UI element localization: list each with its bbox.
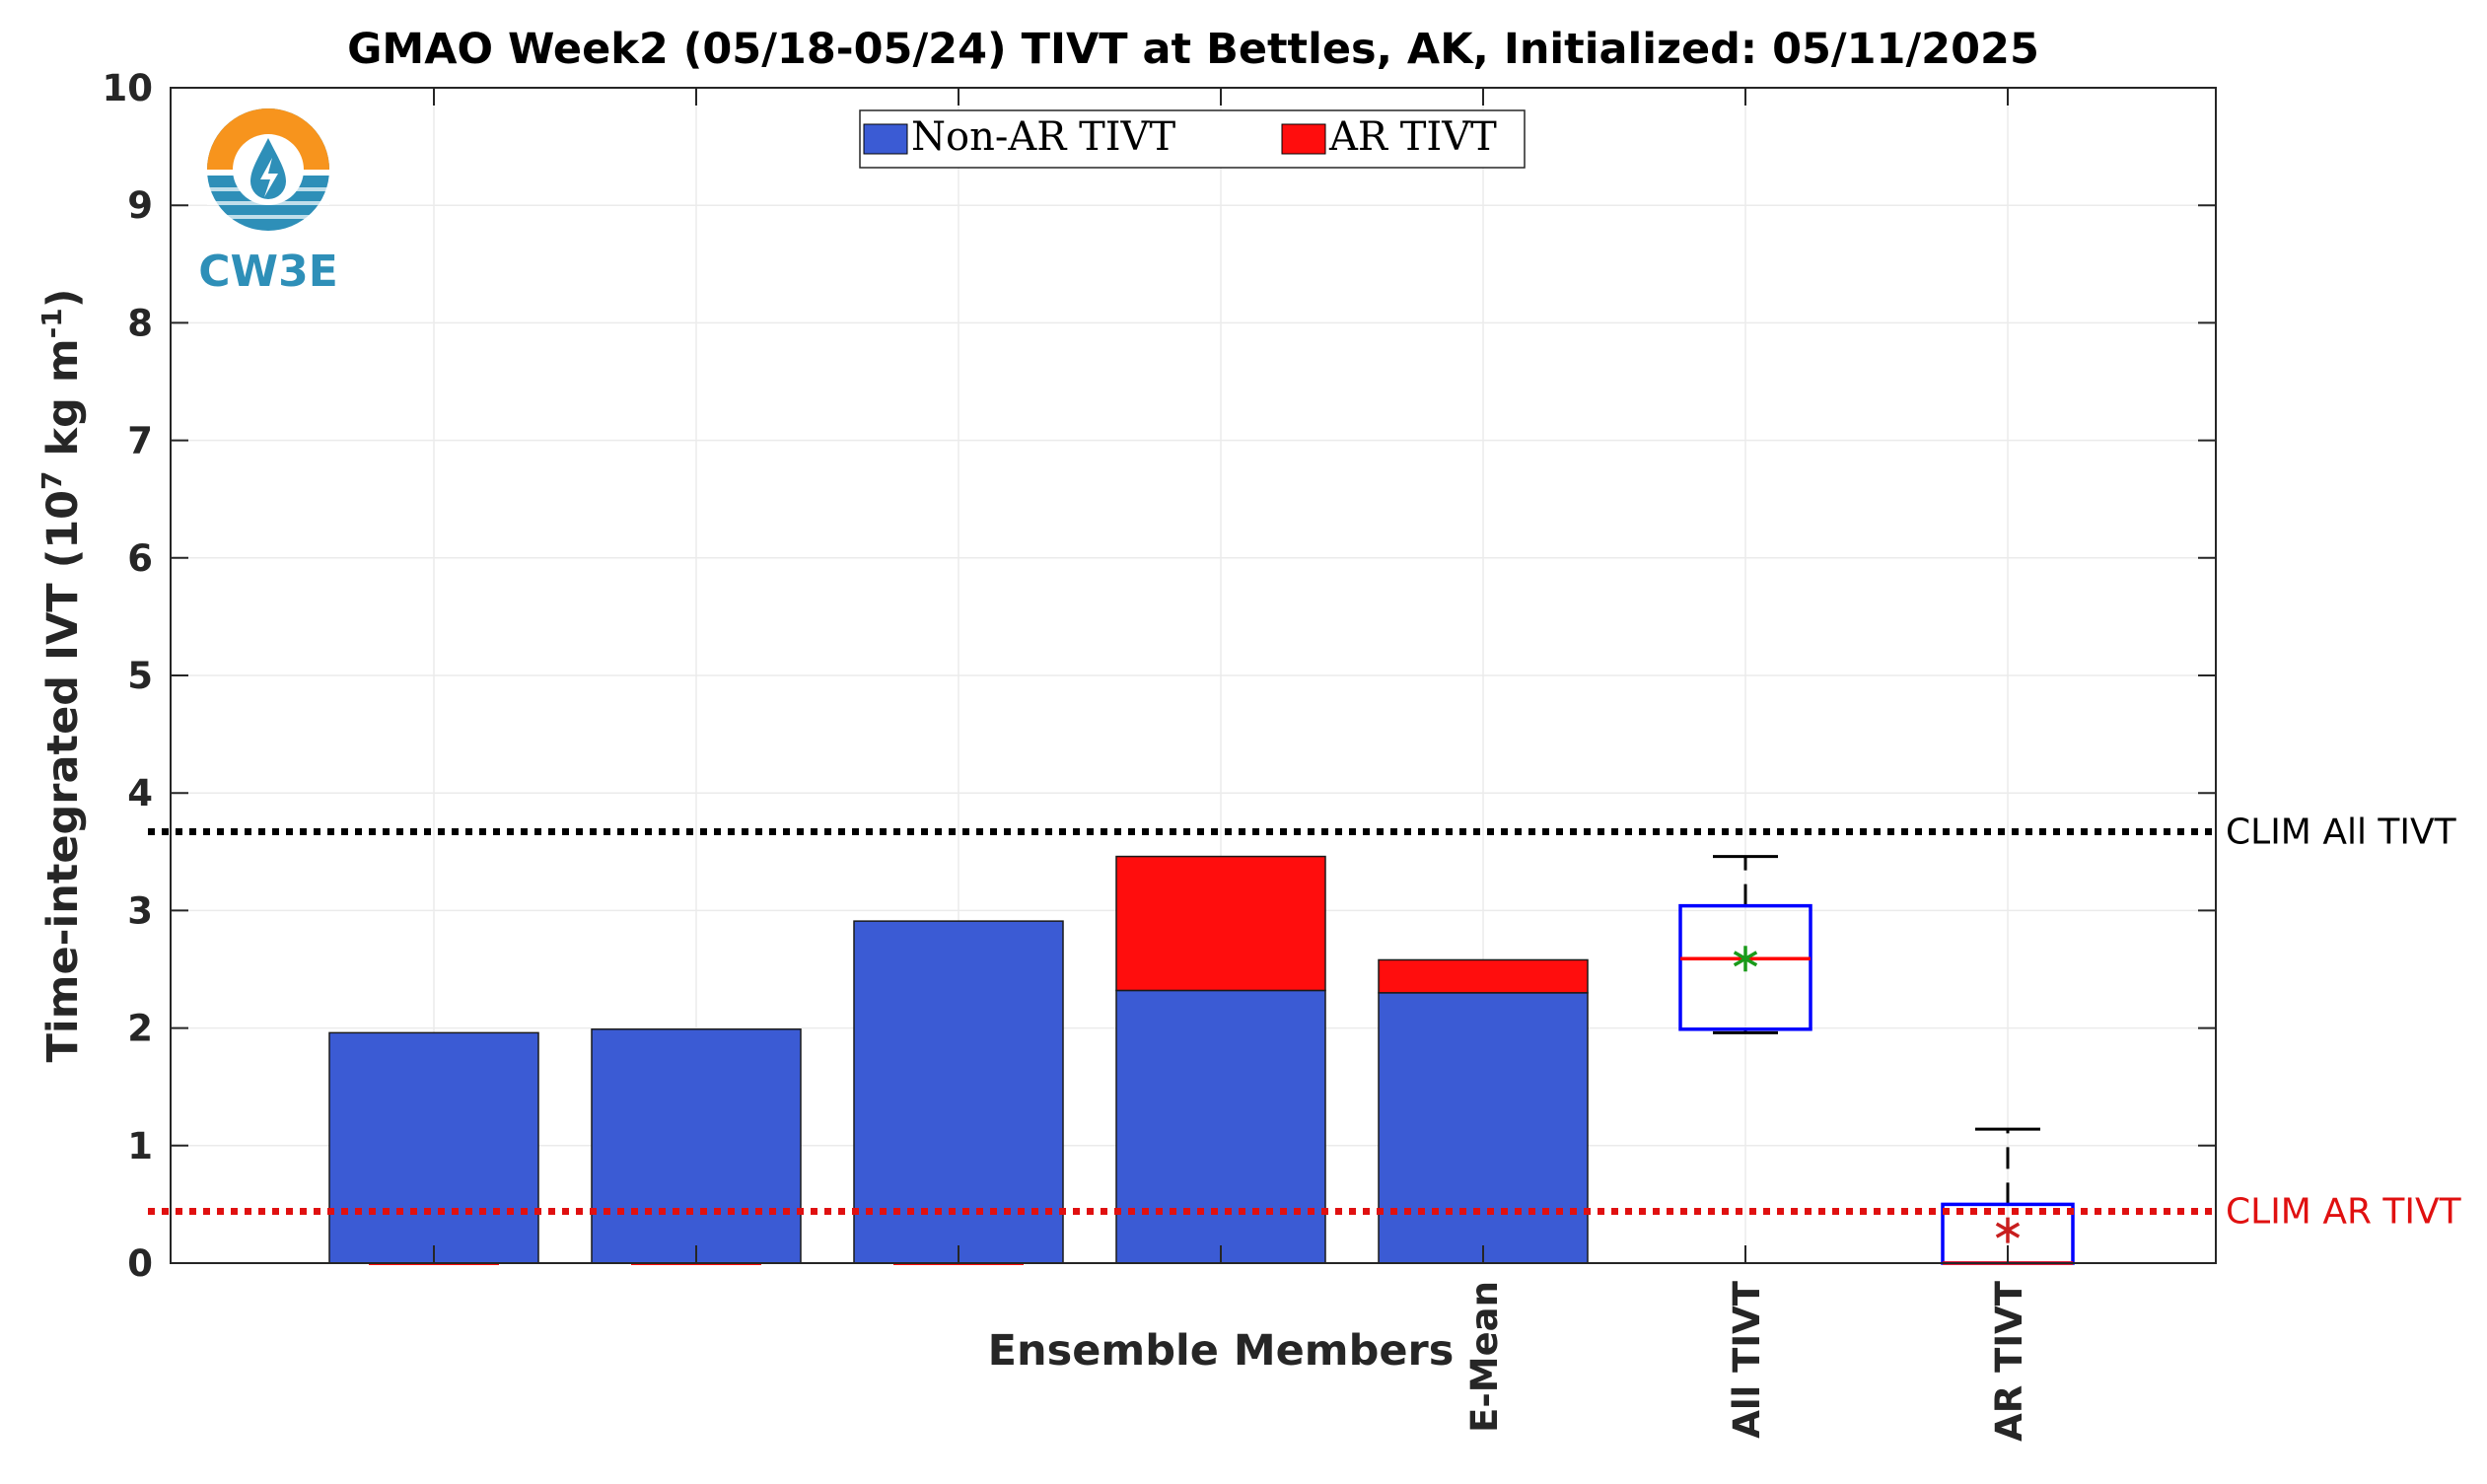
bar-non-ar xyxy=(1378,992,1589,1264)
bars xyxy=(328,855,1589,1265)
reference-line-label: CLIM AR TIVT xyxy=(2226,1192,2462,1233)
bar-ar xyxy=(1378,958,1589,994)
mean-marker xyxy=(1995,1217,2021,1243)
bar-non-ar xyxy=(591,1028,802,1264)
chart-title: GMAO Week2 (05/18-05/24) TIVT at Bettles… xyxy=(347,25,2039,74)
y-tick-label: 1 xyxy=(127,1125,153,1167)
legend-box xyxy=(859,109,1526,169)
boxplot xyxy=(1678,855,1812,1034)
y-tick-label: 0 xyxy=(127,1242,153,1285)
y-ticks: 0 1 2 3 4 5 6 7 8 9 10 xyxy=(103,67,2216,1285)
bar-ar xyxy=(1115,855,1326,992)
legend-label-non-ar: Non-AR TIVT xyxy=(911,114,1175,160)
legend: Non-AR TIVT AR TIVT xyxy=(859,109,1526,169)
y-tick-label: 8 xyxy=(127,302,153,344)
y-tick-label: 5 xyxy=(127,655,153,697)
legend-swatch-non-ar xyxy=(863,123,908,155)
reference-lines: CLIM All TIVT CLIM AR TIVT xyxy=(148,813,2462,1233)
mean-marker xyxy=(1733,946,1758,972)
x-ticks: E-Mean All TIVT AR TIVT xyxy=(433,88,2030,1442)
y-tick-label: 4 xyxy=(127,772,153,814)
x-tick-label: E-Mean xyxy=(1463,1281,1506,1433)
box-iqr xyxy=(1678,903,1812,1031)
y-tick-label: 9 xyxy=(127,184,153,227)
reference-line-label: CLIM All TIVT xyxy=(2226,813,2457,853)
bar-non-ar xyxy=(328,1031,539,1264)
y-tick-label: 2 xyxy=(127,1008,153,1050)
bar-non-ar xyxy=(1115,989,1326,1264)
y-tick-label: 7 xyxy=(127,420,153,462)
x-axis-label: Ensemble Members xyxy=(988,1326,1455,1376)
bar-non-ar xyxy=(853,920,1064,1264)
x-tick-label: AR TIVT xyxy=(1988,1280,2030,1442)
cw3e-logo: CW3E xyxy=(198,108,338,297)
x-tick-label: All TIVT xyxy=(1726,1280,1768,1439)
legend-swatch-ar xyxy=(1281,123,1326,155)
legend-label-ar: AR TIVT xyxy=(1328,114,1497,160)
y-axis-label: Time-integrated IVT (107 kg m-1) xyxy=(36,289,88,1063)
y-tick-label: 6 xyxy=(127,537,153,580)
y-tick-label: 3 xyxy=(127,889,153,932)
logo-text: CW3E xyxy=(198,247,338,297)
y-tick-label: 10 xyxy=(103,67,154,109)
